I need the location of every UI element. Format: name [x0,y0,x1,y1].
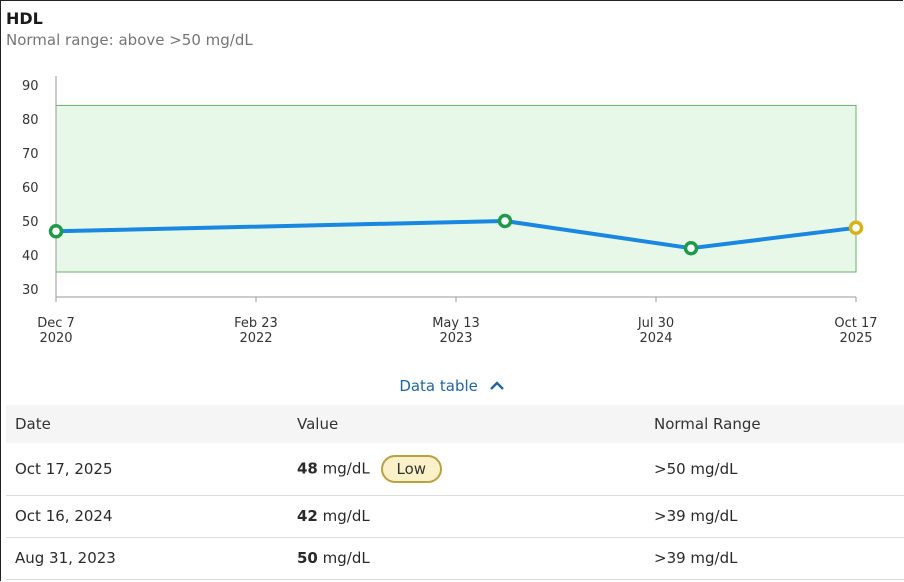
row-normal-range: >50 mg/dL [645,443,904,496]
normal-range-subtitle: Normal range: above >50 mg/dL [6,31,253,49]
row-value: 50 mg/dL [288,537,645,580]
value-number: 48 [297,459,318,478]
x-tick-label: Oct 17 2025 [834,316,877,346]
col-header-date: Date [6,405,288,443]
row-normal-range: >39 mg/dL [645,537,904,580]
y-tick-label: 40 [22,249,39,264]
y-tick-label: 90 [22,79,39,94]
axes-layer: 30 40 50 60 70 80 90 Dec 7 2020 Feb 23 2022 May 13 2… [22,76,878,346]
row-date: Aug 31, 2023 [6,537,288,580]
row-value: 42 mg/dL [288,495,645,538]
chevron-up-icon [489,376,505,394]
normal-range-band [55,104,857,273]
value-number: 50 [297,549,318,567]
y-tick-label: 30 [22,283,39,298]
value-unit: mg/dL [322,459,370,478]
data-table-toggle-label: Data table [399,377,478,395]
data-table: Date Value Normal Range Oct 17, 2025 48 … [6,405,904,580]
series-line [55,219,857,251]
y-tick-label: 60 [22,181,39,196]
hdl-line-chart: 30 40 50 60 70 80 90 Dec 7 2020 Feb 23 2022 May 13 2… [22,76,878,346]
data-point [497,213,513,229]
series-line-layer [55,219,857,251]
col-header-normal-range: Normal Range [645,405,904,443]
x-tick-label: Dec 7 2020 [37,316,75,346]
row-date: Oct 17, 2025 [6,443,288,496]
y-tick-label: 50 [22,215,39,230]
x-tick-label: Feb 23 2022 [234,316,278,346]
data-point [683,240,699,256]
value-unit: mg/dL [322,507,370,525]
data-point [848,220,864,236]
col-header-value: Value [288,405,645,443]
value-number: 42 [297,507,318,525]
table-row: Oct 17, 2025 48 mg/dL Low >50 mg/dL [6,443,904,496]
y-tick-label: 80 [22,113,39,128]
data-table-toggle[interactable]: Data table [0,377,904,395]
row-normal-range: >39 mg/dL [645,495,904,538]
table-row: Aug 31, 2023 50 mg/dL >39 mg/dL [6,537,904,580]
table-row: Oct 16, 2024 42 mg/dL >39 mg/dL [6,495,904,538]
y-tick-label: 70 [22,147,39,162]
data-points-layer [48,213,864,256]
table-header-row: Date Value Normal Range [6,405,904,443]
normal-range-band-layer [55,104,857,273]
x-tick-label: Jul 30 2024 [637,316,674,346]
status-badge: Low [380,454,443,483]
page-title: HDL [6,9,43,28]
row-date: Oct 16, 2024 [6,495,288,538]
row-value: 48 mg/dL Low [288,443,645,496]
x-tick-label: May 13 2023 [432,316,480,346]
value-unit: mg/dL [322,549,370,567]
data-point [48,223,64,239]
